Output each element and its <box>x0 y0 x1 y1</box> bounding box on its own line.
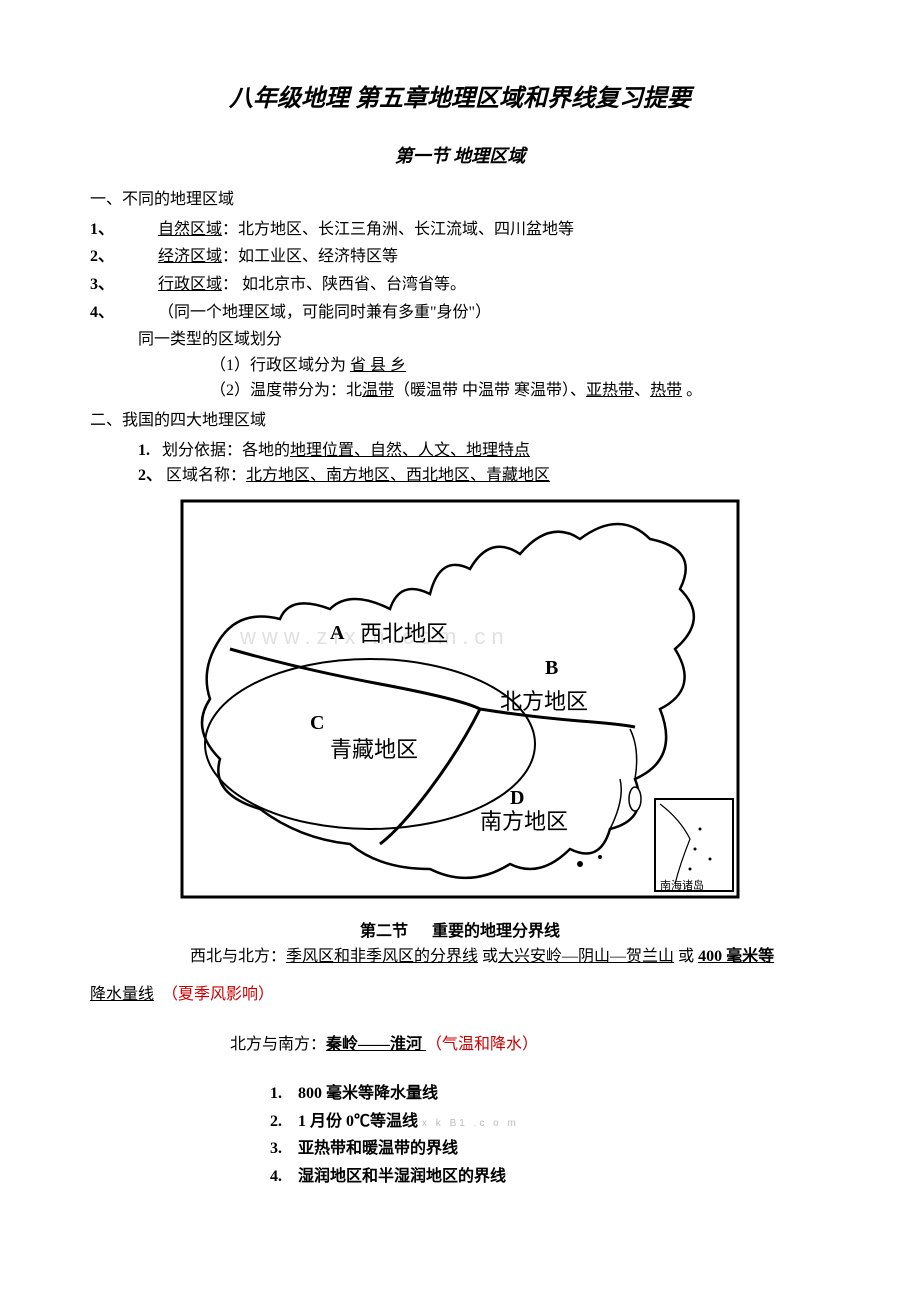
map-label-A: A <box>330 622 345 644</box>
map-inset-label: 南海诸岛 <box>660 878 704 892</box>
list-item-4-num: 4. <box>270 1164 294 1190</box>
list-item-3: 3. 亚热带和暖温带的界线 <box>270 1136 830 1162</box>
heading-1: 一、不同的地理区域 <box>90 187 830 213</box>
map-label-qz: 青藏地区 <box>330 737 418 762</box>
item-4-sub2-a: （2）温度带分为：北 <box>210 382 362 399</box>
item-4-sub2-d: 。 <box>682 382 702 399</box>
item-3-num: 3、 <box>90 272 154 298</box>
names-num: 2、 <box>138 467 162 484</box>
ns-red: （气温和降水） <box>426 1036 538 1053</box>
list-item-2-text: 1 月份 0℃等温线 <box>298 1113 418 1130</box>
page-title: 八年级地理 第五章地理区域和界线复习提要 <box>90 80 830 118</box>
item-4-sub2-b: （暖温带 中温带 寒温带）、 <box>394 382 586 399</box>
nw-boundary-line1: 西北与北方：季风区和非季风区的分界线 或大兴安岭—阴山—贺兰山 或 400 毫米… <box>90 944 830 970</box>
list-item-2: 2. 1 月份 0℃等温线 x k B1 .c o m <box>270 1109 830 1135</box>
list-item-4-text: 湿润地区和半湿润地区的界线 <box>298 1168 506 1185</box>
item-4-sub1-a: （1）行政区域分为 <box>210 357 350 374</box>
nw-boundary-line2: 降水量线 （夏季风影响） <box>90 982 830 1008</box>
nw-b: 或 <box>478 948 498 965</box>
list-item-2-watermark: x k B1 .c o m <box>422 1118 519 1129</box>
item-2-num: 2、 <box>90 244 154 270</box>
item-4-sub2-row: （2）温度带分为：北温带（暖温带 中温带 寒温带）、亚热带、热带 。 <box>90 378 830 404</box>
section1-subtitle: 第一节 地理区域 <box>90 142 830 171</box>
item-2-label: 经济区域 <box>158 248 222 265</box>
item-1: 1、 自然区域：北方地区、长江三角洲、长江流域、四川盆地等 <box>90 217 830 243</box>
basis-num: 1. <box>138 442 150 459</box>
ns-u: 秦岭——淮河 <box>326 1036 426 1053</box>
names-a: 区域名称： <box>166 467 246 484</box>
item-1-num: 1、 <box>90 217 154 243</box>
list-item-4: 4. 湿润地区和半湿润地区的界线 <box>270 1164 830 1190</box>
item-3: 3、 行政区域： 如北京市、陕西省、台湾省等。 <box>90 272 830 298</box>
section2-title-b: 重要的地理分界线 <box>432 923 560 940</box>
nw-red: （夏季风影响） <box>162 986 274 1003</box>
map-svg: A B C D 西北地区 北方地区 青藏地区 南方地区 南海诸岛 <box>180 499 740 899</box>
section2-title: 第二节 重要的地理分界线 <box>90 919 830 945</box>
map-label-n: 北方地区 <box>500 689 588 714</box>
item-4: 4、 （同一个地理区域，可能同时兼有多重"身份"） <box>90 300 830 326</box>
basis-row: 1. 划分依据：各地的地理位置、自然、人文、地理特点 <box>90 438 830 464</box>
item-1-label: 自然区域 <box>158 221 222 238</box>
item-2-rest: ：如工业区、经济特区等 <box>222 248 398 265</box>
item-4-sub2-u2: 亚热带 <box>586 382 634 399</box>
list-item-1: 1. 800 毫米等降水量线 <box>270 1081 830 1107</box>
names-row: 2、 区域名称：北方地区、南方地区、西北地区、青藏地区 <box>90 463 830 489</box>
nw-u3: 400 毫米等 <box>698 948 774 965</box>
map-label-D: D <box>510 787 524 809</box>
list-item-3-text: 亚热带和暖温带的界线 <box>298 1140 458 1157</box>
nw-c: 或 <box>674 948 698 965</box>
section2-title-a: 第二节 <box>360 923 408 940</box>
ns-a: 北方与南方： <box>230 1036 326 1053</box>
item-3-rest: ： 如北京市、陕西省、台湾省等。 <box>222 276 466 293</box>
item-1-rest: ：北方地区、长江三角洲、长江流域、四川盆地等 <box>222 221 574 238</box>
item-4-sub1-u: 省 县 乡 <box>350 357 406 374</box>
item-4-sub1-row: （1）行政区域分为 省 县 乡 <box>90 353 830 379</box>
item-4-num: 4、 <box>90 300 154 326</box>
ns-boundary: 北方与南方：秦岭——淮河 （气温和降水） <box>90 1032 830 1058</box>
item-4-sub2-u3: 热带 <box>650 382 682 399</box>
list-item-3-num: 3. <box>270 1136 294 1162</box>
heading-2: 二、我国的四大地理区域 <box>90 408 830 434</box>
map-label-B: B <box>545 657 558 679</box>
item-4-text: （同一个地理区域，可能同时兼有多重"身份"） <box>158 304 491 321</box>
list-item-1-num: 1. <box>270 1081 294 1107</box>
names-u: 北方地区、南方地区、西北地区、青藏地区 <box>246 467 550 484</box>
map-label-s: 南方地区 <box>480 809 568 834</box>
china-map: www.zixin.com.cn A B C D 西北地区 北方地区 青藏地区 … <box>180 499 740 899</box>
nw-u1: 季风区和非季风区的分界线 <box>286 948 478 965</box>
basis-a: 划分依据：各地的 <box>162 442 290 459</box>
map-label-nw: 西北地区 <box>360 621 448 646</box>
nw-u2: 大兴安岭—阴山—贺兰山 <box>498 948 674 965</box>
item-4-sub2-c: 、 <box>634 382 650 399</box>
item-4-sub: 同一类型的区域划分 <box>90 327 830 353</box>
nw-line2-u: 降水量线 <box>90 986 154 1003</box>
item-2: 2、 经济区域：如工业区、经济特区等 <box>90 244 830 270</box>
map-label-C: C <box>310 712 324 734</box>
item-4-sub2-u1: 温带 <box>362 382 394 399</box>
item-3-label: 行政区域 <box>158 276 222 293</box>
boundary-list: 1. 800 毫米等降水量线 2. 1 月份 0℃等温线 x k B1 .c o… <box>90 1081 830 1189</box>
list-item-1-text: 800 毫米等降水量线 <box>298 1085 438 1102</box>
nw-a: 西北与北方： <box>190 948 286 965</box>
basis-u: 地理位置、自然、人文、地理特点 <box>290 442 530 459</box>
list-item-2-num: 2. <box>270 1109 294 1135</box>
